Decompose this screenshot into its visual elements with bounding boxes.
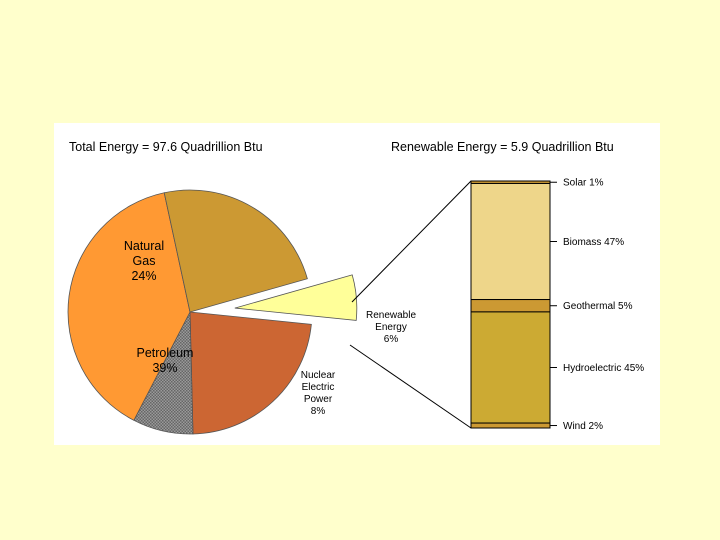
pie-title: Total Energy = 97.6 Quadrillion Btu	[69, 140, 263, 154]
bar-title: Renewable Energy = 5.9 Quadrillion Btu	[391, 140, 614, 154]
bar-segment-hydroelectric	[470, 311, 551, 424]
connector-line-bottom	[349, 344, 472, 429]
pie-slice-petroleum	[67, 192, 191, 421]
pie-label-natural-gas: Natural Gas 24%	[124, 239, 164, 283]
bar-outline	[470, 180, 551, 429]
bar-segment-biomass	[470, 182, 551, 301]
bar-segment-wind	[470, 422, 551, 429]
bar-label-geothermal: Geothermal 5%	[563, 301, 633, 312]
stacked-bar-chart: Solar 1% Biomass 47% Geothermal 5% Hydroele…	[349, 178, 644, 432]
pie-label-renewable-energy: Renewable Energy 6%	[366, 310, 416, 345]
pie-label-nuclear-electric-power: Nuclear Electric Power 8%	[301, 370, 336, 417]
pie-slice-natural-gas	[163, 189, 308, 313]
bar-label-biomass: Biomass 47%	[563, 237, 624, 248]
bar-label-hydroelectric: Hydroelectric 45%	[563, 363, 644, 374]
bar-label-solar: Solar 1%	[563, 178, 604, 189]
pie-slice-coal	[189, 311, 312, 435]
pie-chart: Coal23%NuclearElectricPower8%Petroleum39…	[67, 189, 416, 435]
bar-segment-geothermal	[470, 299, 551, 313]
connector-line-top	[351, 180, 472, 303]
pie-label-petroleum: Petroleum 39%	[137, 346, 194, 375]
bar-label-wind: Wind 2%	[563, 421, 603, 432]
